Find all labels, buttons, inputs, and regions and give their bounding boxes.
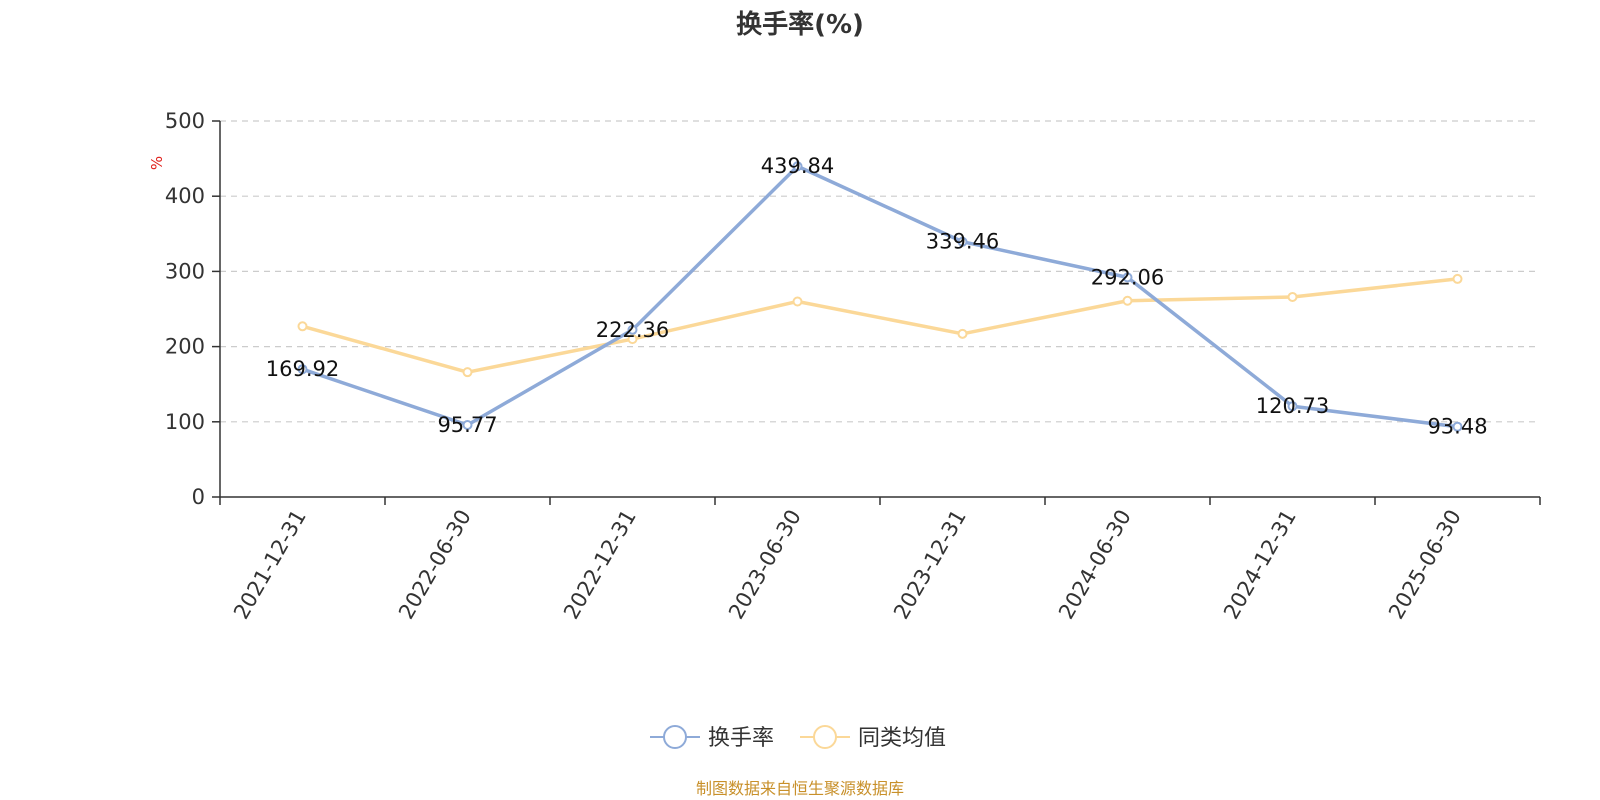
chart-title: 换手率(%) (736, 9, 864, 40)
x-tick-label: 2023-06-30 (724, 506, 806, 624)
data-point[interactable] (792, 296, 803, 307)
data-label: 169.92 (266, 357, 339, 381)
data-point[interactable] (627, 324, 638, 335)
data-label: 339.46 (926, 230, 999, 254)
data-point[interactable] (462, 419, 473, 430)
series-line-1 (300, 277, 1460, 374)
x-tick-label: 2023-12-31 (889, 506, 971, 624)
data-point[interactable] (1122, 295, 1133, 306)
x-tick-label: 2022-12-31 (559, 506, 641, 624)
y-tick-label: 200 (165, 335, 205, 359)
data-point[interactable] (1287, 291, 1298, 302)
series-line-0 (300, 164, 1460, 429)
data-label: 93.48 (1427, 415, 1487, 439)
data-label: 95.77 (437, 413, 497, 437)
y-tick-label: 300 (165, 259, 205, 283)
x-tick-label: 2021-12-31 (229, 506, 311, 624)
data-point[interactable] (792, 161, 803, 172)
legend-marker (813, 725, 837, 749)
data-point[interactable] (297, 321, 308, 332)
data-point[interactable] (462, 367, 473, 378)
data-point[interactable] (1122, 272, 1133, 283)
y-tick-label: 0 (192, 485, 205, 509)
source-note: 制图数据来自恒生聚源数据库 (696, 779, 904, 798)
axes: 0 100 200 300 400 500 2021-12-31 2022-06-30 2022… (165, 109, 1541, 624)
y-tick-label: 400 (165, 184, 205, 208)
data-labels: 169.92 95.77 222.36 439.84 339.46 292.06 120.7… (266, 154, 1488, 438)
grid-lines (220, 120, 1540, 423)
data-point[interactable] (1452, 273, 1463, 284)
x-tick-label: 2022-06-30 (394, 506, 476, 624)
data-point[interactable] (297, 364, 308, 375)
data-label: 120.73 (1256, 394, 1329, 418)
legend[interactable]: 换手率 同类均值 (650, 725, 946, 751)
data-point[interactable] (627, 334, 638, 345)
y-axis-unit-label: % (148, 156, 166, 170)
x-tick-label: 2024-12-31 (1219, 506, 1301, 624)
data-point[interactable] (1287, 401, 1298, 412)
data-label: 222.36 (596, 318, 669, 342)
data-point[interactable] (1452, 421, 1463, 432)
data-label: 439.84 (761, 154, 834, 178)
series-lines (297, 161, 1463, 432)
y-tick-label: 100 (165, 410, 205, 434)
data-point[interactable] (957, 236, 968, 247)
data-label: 292.06 (1091, 265, 1164, 289)
y-tick-label: 500 (165, 109, 205, 133)
legend-marker (663, 725, 687, 749)
x-tick-label: 2025-06-30 (1384, 506, 1466, 624)
legend-label: 换手率 (708, 726, 774, 751)
legend-label: 同类均值 (858, 726, 946, 751)
legend-item-0[interactable]: 换手率 (650, 725, 774, 751)
x-tick-label: 2024-06-30 (1054, 506, 1136, 624)
legend-item-1[interactable]: 同类均值 (800, 725, 946, 751)
data-point[interactable] (957, 328, 968, 339)
